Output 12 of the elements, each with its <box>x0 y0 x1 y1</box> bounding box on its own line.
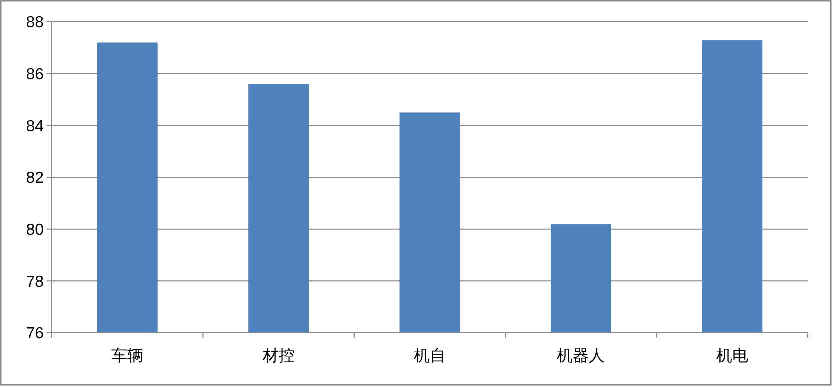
y-tick-label: 78 <box>26 274 44 291</box>
y-tick-label: 76 <box>26 326 44 343</box>
y-tick-label: 80 <box>26 222 44 239</box>
x-tick-label: 机电 <box>716 346 748 365</box>
x-tick-label: 机器人 <box>557 346 606 365</box>
y-tick-label: 88 <box>26 14 44 32</box>
y-tick-label: 86 <box>26 66 44 84</box>
x-tick-label: 机自 <box>414 346 446 365</box>
y-tick-label: 82 <box>26 170 44 188</box>
x-tick-label: 材控 <box>262 346 295 365</box>
y-tick-label: 84 <box>26 118 44 136</box>
x-tick-label: 车辆 <box>112 346 144 365</box>
